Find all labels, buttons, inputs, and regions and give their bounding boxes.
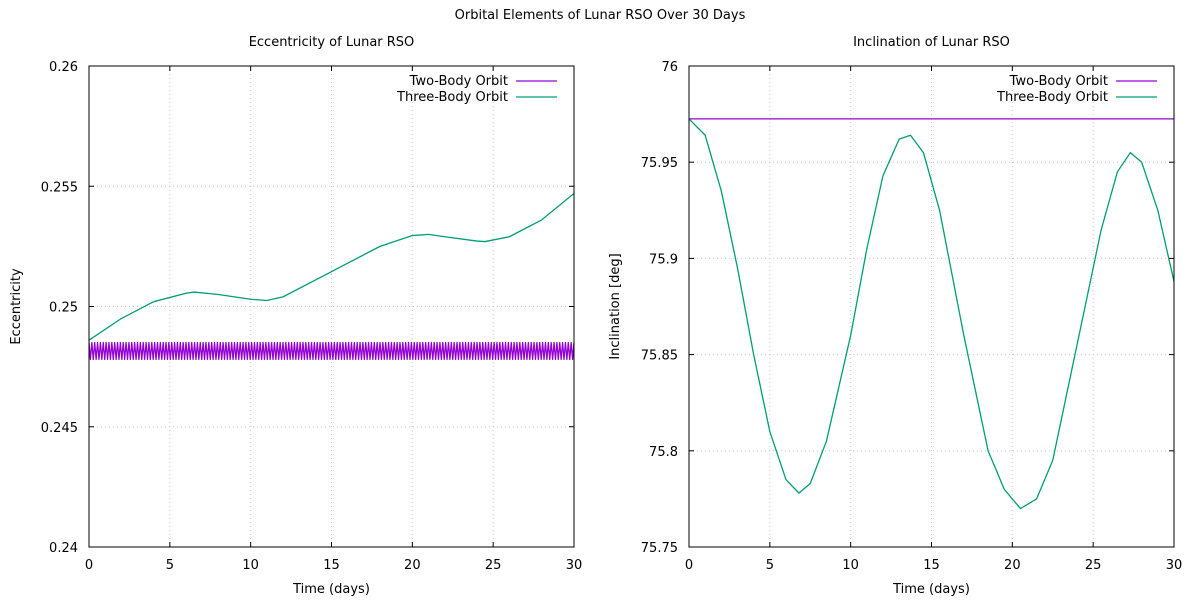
x-tick-label: 0	[685, 558, 693, 573]
x-tick-label: 5	[166, 558, 174, 573]
x-tick-label: 20	[1004, 558, 1021, 573]
series-line-two-body	[89, 341, 574, 361]
y-tick-label: 75.9	[649, 252, 678, 267]
x-tick-label: 0	[85, 558, 93, 573]
chart-title: Inclination of Lunar RSO	[853, 35, 1010, 50]
x-tick-label: 25	[1085, 558, 1102, 573]
x-axis-label: Time (days)	[892, 582, 970, 597]
x-tick-label: 10	[842, 558, 859, 573]
y-axis-label: Inclination [deg]	[608, 253, 623, 359]
chart-title: Eccentricity of Lunar RSO	[249, 35, 415, 50]
y-tick-label: 75.85	[641, 349, 678, 364]
x-tick-label: 30	[1166, 558, 1183, 573]
x-tick-label: 20	[404, 558, 421, 573]
x-tick-label: 5	[766, 558, 774, 573]
legend-label: Three-Body Orbit	[396, 90, 508, 105]
legend-label: Two-Body Orbit	[1009, 74, 1108, 89]
y-tick-label: 75.75	[641, 541, 678, 556]
y-axis-label: Eccentricity	[9, 268, 24, 345]
legend-label: Two-Body Orbit	[409, 74, 508, 89]
y-tick-label: 0.255	[41, 180, 78, 195]
y-tick-label: 0.25	[49, 301, 78, 316]
x-tick-label: 15	[923, 558, 940, 573]
chart-panel-2: 0 5 10 15 20 25 30 75.75 75.8 75.85 75.9 75.95 76 Inc…	[608, 35, 1182, 597]
y-tick-label: 0.26	[49, 60, 78, 75]
x-tick-label: 30	[566, 558, 583, 573]
chart-panel-1: 0 5 10 15 20 25 30 0.24 0.245 0.25 0.255 0.26 Eccent…	[9, 35, 582, 597]
y-tick-label: 0.245	[41, 421, 78, 436]
y-tick-label: 76	[661, 60, 678, 75]
series-line-three-body	[89, 192, 574, 341]
y-tick-label: 0.24	[49, 541, 78, 556]
x-tick-label: 25	[485, 558, 502, 573]
y-tick-label: 75.95	[641, 156, 678, 171]
x-tick-label: 10	[242, 558, 259, 573]
y-tick-label: 75.8	[649, 445, 678, 460]
x-tick-label: 15	[323, 558, 340, 573]
legend-label: Three-Body Orbit	[996, 90, 1108, 105]
figure-title: Orbital Elements of Lunar RSO Over 30 Da…	[454, 8, 746, 23]
series-line-three-body	[689, 118, 1174, 510]
x-axis-label: Time (days)	[292, 582, 370, 597]
